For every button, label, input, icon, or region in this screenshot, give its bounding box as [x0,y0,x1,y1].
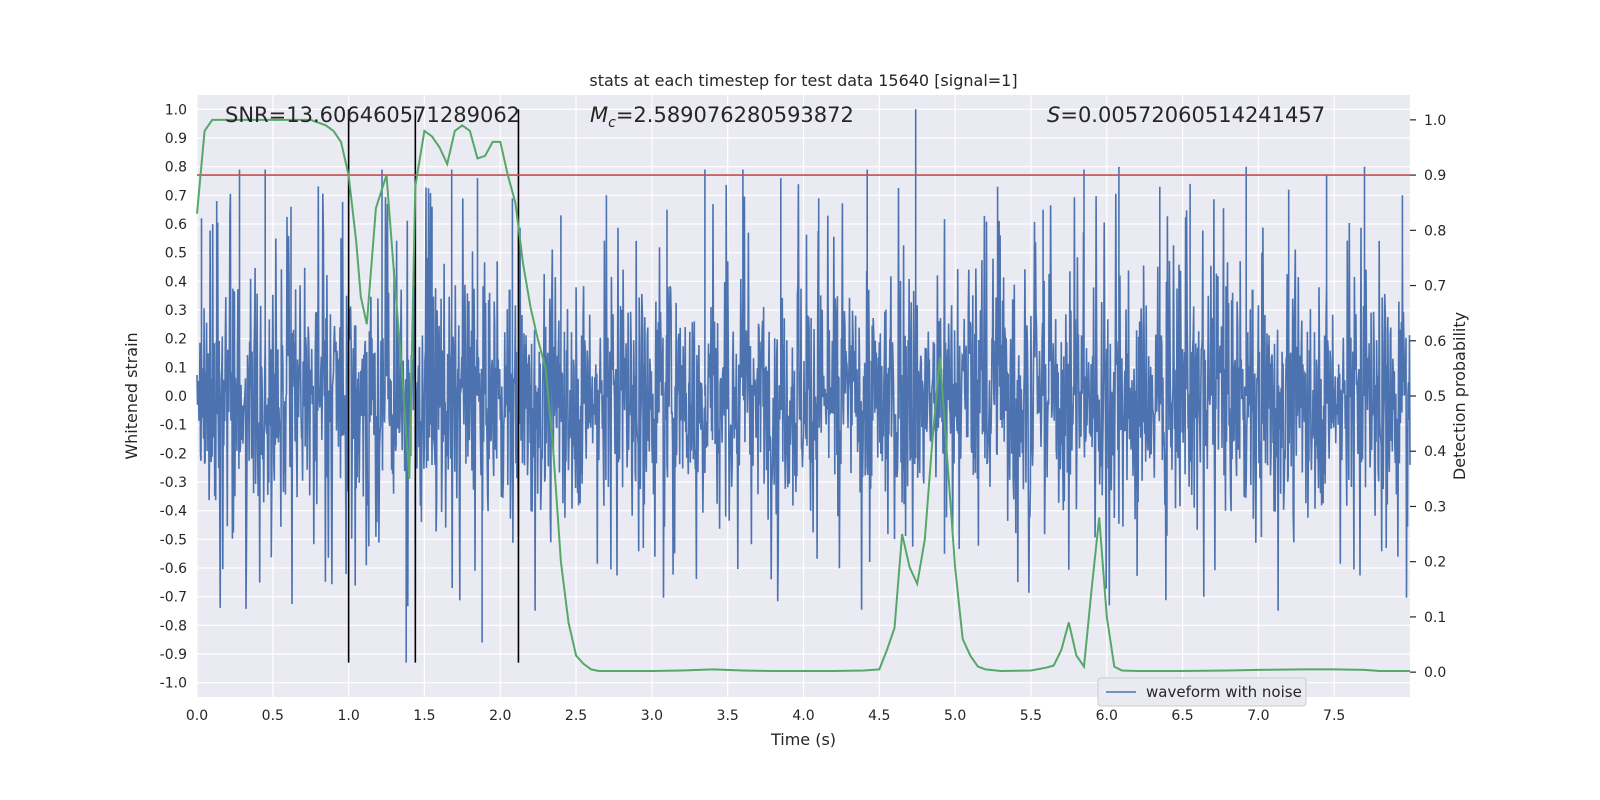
x-tick-label: 6.0 [1096,708,1118,724]
y-tick-label: -0.5 [160,532,187,548]
x-tick-label: 2.0 [489,708,511,724]
y-tick-label: 0.2 [165,332,187,348]
y-tick-label: 0.6 [165,217,187,233]
y-right-tick-label: 0.8 [1424,223,1446,239]
y-right-tick-label: 0.2 [1424,555,1446,571]
x-tick-label: 5.0 [944,708,966,724]
y-tick-label: -0.9 [160,647,187,663]
x-tick-label: 1.5 [413,708,435,724]
y-right-tick-label: 0.3 [1424,499,1446,515]
x-tick-label: 4.5 [868,708,890,724]
y-right-tick-label: 0.0 [1424,665,1446,681]
x-tick-label: 4.0 [792,708,814,724]
x-tick-label: 3.0 [641,708,663,724]
y-axis-label: Whitened strain [122,332,141,459]
x-tick-label: 0.0 [186,708,208,724]
y-tick-label: -0.6 [160,561,187,577]
probability-line [196,118,1410,673]
y-tick-label: 0.5 [165,246,187,262]
x-tick-label: 0.5 [262,708,284,724]
y-tick-label: -0.2 [160,446,187,462]
x-tick-label: 2.5 [565,708,587,724]
y-right-tick-label: 0.5 [1424,389,1446,405]
y-right-tick-label: 0.7 [1424,279,1446,295]
x-tick-label: 3.5 [717,708,739,724]
mc-subscript: c [608,115,616,131]
legend: waveform with noise [1097,677,1307,707]
y-tick-label: 0.8 [165,160,187,176]
chirp-mass-annotation: Mc=2.589076280593872 [590,103,854,131]
y-tick-label: 0.0 [165,389,187,405]
y-axis-right-ticks: 1.0 0.9 0.8 0.7 0.6 0.5 0.4 0.3 0.2 0.1 0.0 [1410,113,1446,681]
x-axis-ticks: 0.0 0.5 1.0 1.5 2.0 2.5 3.0 3.5 4.0 4.5 5.0 5.5 6.0 6… [186,708,1345,724]
chart-title: stats at each timestep for test data 156… [589,71,1017,90]
x-tick-label: 7.0 [1247,708,1269,724]
y-tick-label: 0.1 [165,360,187,376]
waveform-series [196,109,1411,663]
y-tick-label: -0.3 [160,475,187,491]
legend-box [1097,677,1307,707]
y-axis-left-ticks: 1.0 0.9 0.8 0.7 0.6 0.5 0.4 0.3 0.2 0.1 0.0 -0.1 -0.… [160,102,187,691]
y-tick-label: -0.8 [160,618,187,634]
y-axis-right-label: Detection probability [1450,312,1469,480]
waveform-line [196,109,1411,663]
probability-series [196,118,1410,673]
snr-annotation: SNR=13.606460571289062 [225,103,520,127]
y-right-tick-label: 0.4 [1424,444,1446,460]
mc-value: =2.589076280593872 [616,103,854,127]
y-right-tick-label: 0.6 [1424,334,1446,350]
y-tick-label: 0.9 [165,131,187,147]
x-tick-label: 1.0 [337,708,359,724]
y-tick-label: -0.4 [160,504,187,520]
s-annotation: S=0.00572060514241457 [1047,103,1325,127]
y-tick-label: 0.3 [165,303,187,319]
y-tick-label: -1.0 [160,676,187,692]
x-tick-label: 5.5 [1020,708,1042,724]
y-right-tick-label: 0.9 [1424,168,1446,184]
y-tick-label: -0.1 [160,418,187,434]
s-symbol: S [1047,103,1060,127]
x-tick-label: 6.5 [1171,708,1193,724]
x-tick-label: 7.5 [1323,708,1345,724]
y-tick-label: 0.7 [165,188,187,204]
y-tick-label: 0.4 [165,274,187,290]
legend-label-waveform: waveform with noise [1146,683,1302,701]
x-axis-label: Time (s) [770,730,836,749]
y-tick-label: 1.0 [165,102,187,118]
y-right-tick-label: 1.0 [1424,113,1446,129]
y-tick-label: -0.7 [160,590,187,606]
s-value: =0.00572060514241457 [1060,103,1325,127]
y-right-tick-label: 0.1 [1424,610,1446,626]
mc-symbol: M [590,103,608,127]
